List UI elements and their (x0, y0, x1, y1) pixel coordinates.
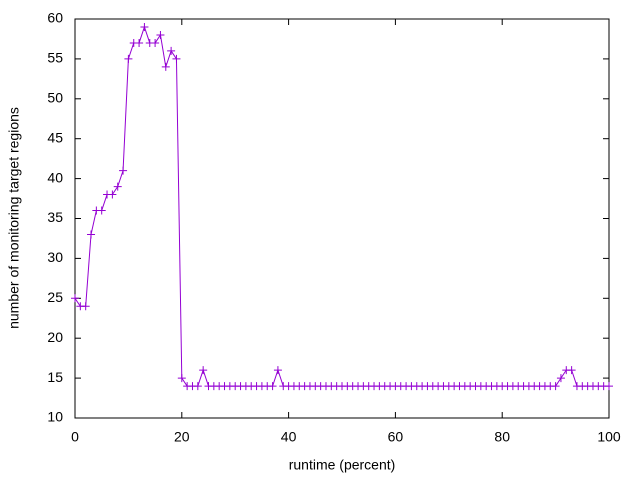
y-tick-label: 40 (47, 169, 63, 185)
x-tick-label: 60 (388, 429, 404, 445)
point-marker (177, 374, 186, 383)
y-tick-label: 35 (47, 209, 63, 225)
point-marker (193, 382, 202, 391)
y-tick-label: 15 (47, 369, 63, 385)
x-tick-label: 40 (281, 429, 297, 445)
y-tick-label: 30 (47, 249, 63, 265)
y-tick-label: 20 (47, 329, 63, 345)
point-marker (87, 230, 96, 239)
point-marker (97, 206, 106, 215)
point-marker (71, 294, 79, 303)
point-marker (167, 46, 176, 55)
x-tick-label: 80 (494, 429, 510, 445)
x-tick-label: 0 (71, 429, 79, 445)
point-marker (268, 382, 277, 391)
y-axis-label: number of monitoring target regions (6, 107, 22, 329)
point-marker (567, 366, 576, 375)
y-tick-label: 60 (47, 10, 63, 26)
y-tick-label: 55 (47, 50, 63, 66)
point-marker (551, 382, 560, 391)
point-marker (124, 54, 133, 63)
point-marker (273, 366, 282, 375)
point-marker (140, 22, 149, 31)
point-marker (135, 38, 144, 47)
y-tick-label: 10 (47, 409, 63, 425)
point-marker (151, 38, 160, 47)
y-tick-label: 50 (47, 90, 63, 106)
x-tick-label: 20 (174, 429, 190, 445)
point-marker (119, 166, 128, 175)
x-axis-label: runtime (percent) (289, 457, 396, 473)
y-tick-label: 25 (47, 289, 63, 305)
point-marker (172, 54, 181, 63)
point-marker (556, 374, 565, 383)
y-tick-label: 45 (47, 129, 63, 145)
point-marker (81, 302, 90, 311)
point-marker (199, 366, 208, 375)
point-marker (113, 182, 122, 191)
point-marker (108, 190, 117, 199)
x-tick-label: 100 (597, 429, 621, 445)
point-marker (156, 30, 165, 39)
point-marker (161, 62, 170, 71)
point-marker (605, 382, 613, 391)
